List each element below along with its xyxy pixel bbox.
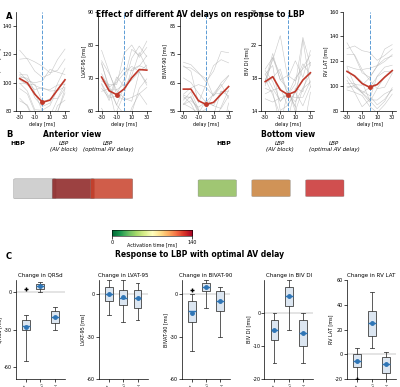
Y-axis label: RV LAT [ms]: RV LAT [ms] (329, 315, 334, 344)
FancyBboxPatch shape (252, 180, 290, 197)
PathPatch shape (202, 283, 210, 291)
FancyBboxPatch shape (52, 179, 94, 199)
X-axis label: delay [ms]: delay [ms] (275, 122, 301, 127)
PathPatch shape (368, 311, 376, 336)
Text: HBP: HBP (11, 141, 25, 146)
PathPatch shape (36, 284, 44, 289)
Y-axis label: LVAT-95 [ms]: LVAT-95 [ms] (80, 314, 85, 345)
Y-axis label: BIVAT-90 [ms]: BIVAT-90 [ms] (163, 44, 168, 78)
Text: HBP: HBP (217, 141, 231, 146)
X-axis label: delay [ms]: delay [ms] (29, 122, 55, 127)
Text: LBP
(optimal AV delay): LBP (optimal AV delay) (309, 141, 359, 152)
Text: Bottom view: Bottom view (261, 130, 315, 139)
Text: LBP
(AV block): LBP (AV block) (50, 141, 78, 152)
PathPatch shape (285, 286, 293, 307)
X-axis label: delay [ms]: delay [ms] (111, 122, 137, 127)
PathPatch shape (105, 287, 113, 301)
FancyBboxPatch shape (90, 179, 133, 199)
FancyBboxPatch shape (198, 180, 236, 197)
Text: Activation time [ms]: Activation time [ms] (127, 242, 177, 247)
Title: Change in RV LAT: Change in RV LAT (348, 273, 396, 278)
Text: LBP
(optimal AV delay): LBP (optimal AV delay) (83, 141, 133, 152)
PathPatch shape (382, 357, 390, 373)
Text: B: B (6, 130, 12, 139)
Text: C: C (6, 252, 12, 261)
X-axis label: delay [ms]: delay [ms] (193, 122, 219, 127)
Title: Change in LVAT-95: Change in LVAT-95 (98, 273, 148, 278)
X-axis label: delay [ms]: delay [ms] (357, 122, 383, 127)
PathPatch shape (119, 290, 127, 305)
FancyBboxPatch shape (306, 180, 344, 197)
Y-axis label: QRSd [ms]: QRSd [ms] (0, 317, 2, 342)
FancyBboxPatch shape (14, 179, 56, 199)
Text: Effect of different AV delays on response to LBP: Effect of different AV delays on respons… (96, 10, 304, 19)
Text: LBP
(AV block): LBP (AV block) (266, 141, 294, 152)
PathPatch shape (270, 320, 278, 339)
Y-axis label: QRSd [ms]: QRSd [ms] (0, 48, 1, 74)
PathPatch shape (216, 291, 224, 311)
Title: Change in BIVAT-90: Change in BIVAT-90 (179, 273, 233, 278)
Y-axis label: RV LAT [ms]: RV LAT [ms] (323, 46, 328, 76)
Y-axis label: LVAT-95 [ms]: LVAT-95 [ms] (81, 46, 86, 77)
Title: Change in QRSd: Change in QRSd (18, 273, 63, 278)
Y-axis label: BIV DI [ms]: BIV DI [ms] (246, 316, 251, 343)
PathPatch shape (188, 301, 196, 322)
PathPatch shape (22, 320, 30, 330)
PathPatch shape (299, 320, 307, 346)
PathPatch shape (134, 290, 142, 308)
PathPatch shape (353, 354, 361, 367)
Title: Change in BIV DI: Change in BIV DI (266, 273, 312, 278)
Text: Response to LBP with optimal AV delay: Response to LBP with optimal AV delay (116, 250, 284, 259)
Y-axis label: BIV DI [ms]: BIV DI [ms] (245, 48, 250, 75)
Text: Anterior view: Anterior view (43, 130, 101, 139)
Text: A: A (6, 12, 12, 21)
PathPatch shape (51, 311, 59, 324)
Y-axis label: BIVAT-90 [ms]: BIVAT-90 [ms] (163, 313, 168, 347)
